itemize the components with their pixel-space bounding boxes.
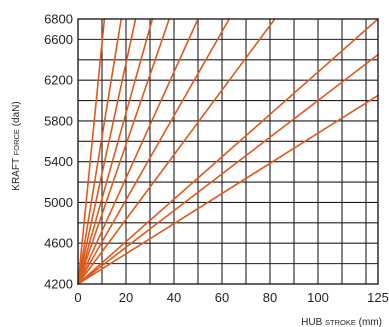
series-line-7 [77,18,230,285]
y-axis-title-main: KRAFT [11,155,22,190]
series-line-9 [77,18,379,285]
series-line-10 [77,53,379,285]
x-tick-label: 0 [74,290,81,305]
y-tick-label: 4200 [44,277,73,292]
y-axis-title: KRAFT FORCE (daN) [11,101,22,190]
series-line-2 [77,18,122,285]
y-tick-label: 6600 [44,32,73,47]
series-line-5 [77,18,170,285]
y-tick-label: 6200 [44,73,73,88]
x-tick-label: 80 [263,290,277,305]
y-tick-label: 5800 [44,113,73,128]
x-tick-labels: 0 20 40 60 80 100 125 [74,290,388,305]
x-tick-label: 125 [367,290,389,305]
plot-border [77,18,379,285]
x-tick-label: 20 [119,290,133,305]
x-axis-title-unit: (mm) [356,317,382,327]
x-tick-label: 40 [167,290,181,305]
series-line-4 [77,18,154,285]
y-tick-label: 4600 [44,236,73,251]
series-line-8 [77,18,276,285]
series-line-6 [77,18,199,285]
series-line-3 [77,18,137,285]
series-line-1 [77,18,106,285]
y-tick-label: 5000 [44,195,73,210]
series-lines [77,18,379,285]
x-axis-title: HUB STROKE (mm) [301,317,382,327]
plot-frame [77,18,379,285]
x-axis-title-small: STROKE [325,318,356,327]
y-tick-label: 5400 [44,154,73,169]
x-axis-title-main: HUB [301,317,325,327]
y-axis-title-small: FORCE [12,129,21,155]
series-line-11 [77,94,379,285]
x-tick-label: 60 [215,290,229,305]
y-tick-label: 6800 [44,12,73,27]
y-axis-title-unit: (daN) [11,101,22,129]
x-tick-label: 100 [307,290,329,305]
y-tick-labels: 4200 4600 5000 5400 5800 6200 6600 6800 [44,12,73,292]
